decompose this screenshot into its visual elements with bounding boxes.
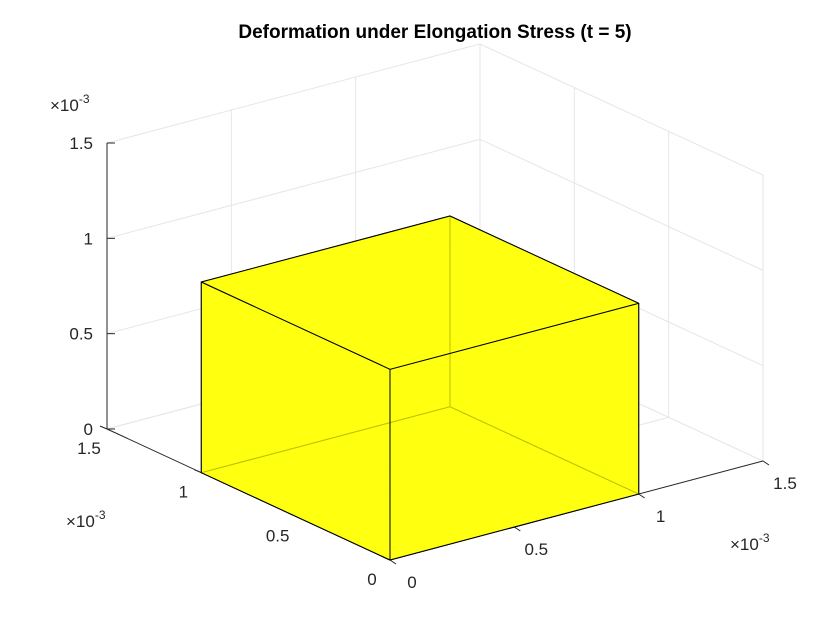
cube-shape: [200, 215, 640, 561]
x-tick-1: [514, 526, 521, 532]
y-tick-label-0: 0: [367, 570, 376, 589]
z-tick-label-3: 1.5: [69, 134, 93, 153]
side-grid-z-3: [479, 43, 764, 176]
x-tick-0: [389, 559, 397, 565]
z-tick-label-1: 0.5: [69, 325, 93, 344]
chart-title: Deformation under Elongation Stress (t =…: [238, 22, 631, 43]
side-grid-z-2: [479, 138, 764, 271]
z-tick-label-0: 0: [84, 420, 93, 439]
x-tick-3: [762, 460, 770, 466]
tick-labels: 00.511.500.511.500.511.5×10-3×10-3×10-3: [50, 92, 797, 592]
x-tick-2: [638, 493, 645, 499]
z-exponent-label: ×10-3: [50, 92, 90, 115]
back-grid-z-3: [106, 43, 481, 144]
y-tick-3: [99, 425, 108, 430]
y-tick-label-2: 1: [179, 483, 188, 502]
x-tick-label-0: 0: [407, 573, 416, 592]
x-tick-label-1: 0.5: [525, 540, 549, 559]
x-exponent-label: ×10-3: [730, 531, 770, 554]
x-tick-label-2: 1: [656, 507, 665, 526]
y-tick-label-1: 0.5: [266, 526, 290, 545]
y-exponent-label: ×10-3: [66, 508, 106, 531]
y-tick-2: [194, 469, 202, 474]
y-tick-label-3: 1.5: [77, 439, 101, 458]
cube-face-top: [200, 215, 640, 370]
z-tick-label-2: 1: [84, 229, 93, 248]
back-grid-z-2: [106, 138, 481, 239]
x-tick-label-3: 1.5: [773, 474, 797, 493]
